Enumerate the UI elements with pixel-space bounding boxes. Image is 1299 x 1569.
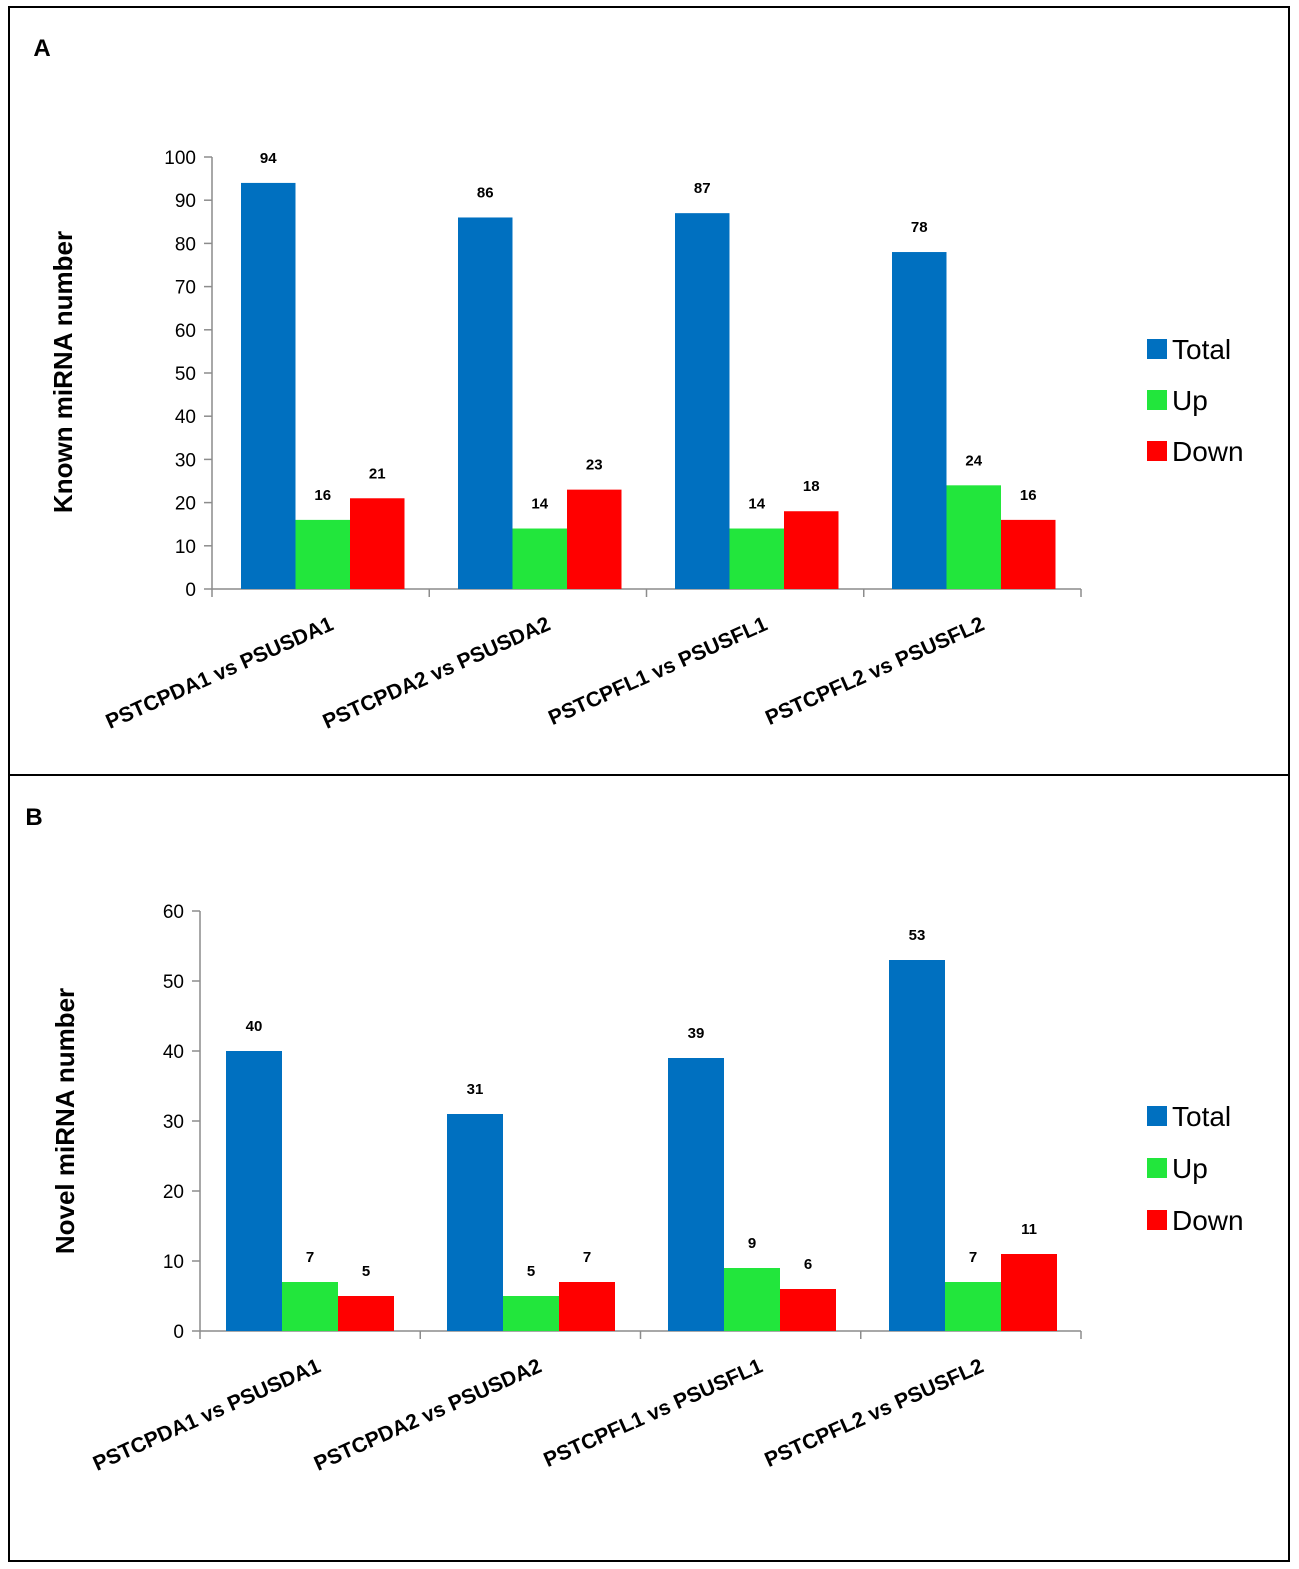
data-label: 23 xyxy=(586,457,603,474)
y-tick-label: 10 xyxy=(163,1252,184,1273)
data-label: 7 xyxy=(969,1249,977,1266)
data-label: 86 xyxy=(477,184,494,201)
bar-total xyxy=(889,960,945,1331)
bar-down xyxy=(559,1282,615,1331)
data-label: 53 xyxy=(909,927,926,944)
bar-up xyxy=(945,1282,1001,1331)
bar-up xyxy=(946,485,1001,589)
bar-up xyxy=(282,1282,338,1331)
legend-swatch-total xyxy=(1147,339,1167,359)
legend-label-up: Up xyxy=(1172,1153,1208,1184)
data-label: 14 xyxy=(748,496,765,513)
bar-down xyxy=(1001,1254,1057,1331)
legend-swatch-down xyxy=(1147,441,1167,461)
bar-down xyxy=(567,489,622,589)
bar-up xyxy=(503,1296,559,1331)
y-tick-label: 90 xyxy=(175,191,196,212)
bar-up xyxy=(295,519,350,589)
legend-label-down: Down xyxy=(1172,1205,1244,1236)
panel-label: A xyxy=(33,35,50,62)
data-label: 18 xyxy=(803,478,820,495)
bar-down xyxy=(780,1289,836,1331)
data-label: 11 xyxy=(1021,1221,1037,1238)
y-tick-label: 80 xyxy=(175,234,196,255)
y-axis-title: Known miRNA number xyxy=(48,231,78,513)
data-label: 7 xyxy=(306,1249,314,1266)
y-tick-label: 10 xyxy=(175,537,196,558)
y-tick-label: 50 xyxy=(175,364,196,385)
legend-label-up: Up xyxy=(1172,385,1208,416)
legend-swatch-up xyxy=(1147,390,1167,410)
legend-swatch-down xyxy=(1147,1210,1167,1230)
data-label: 7 xyxy=(583,1249,591,1266)
data-label: 16 xyxy=(1020,487,1037,504)
y-tick-label: 70 xyxy=(175,278,196,299)
bar-total xyxy=(458,217,513,590)
data-label: 31 xyxy=(467,1081,484,1098)
y-axis-title: Novel miRNA number xyxy=(50,988,80,1254)
bar-total xyxy=(241,182,296,590)
y-tick-label: 30 xyxy=(163,1112,184,1133)
data-label: 40 xyxy=(246,1018,263,1035)
bar-down xyxy=(338,1296,394,1331)
panel-b-frame xyxy=(8,774,1290,1562)
data-label: 21 xyxy=(369,465,386,482)
legend-swatch-up xyxy=(1147,1158,1167,1178)
bar-total xyxy=(892,252,947,590)
data-label: 5 xyxy=(527,1263,535,1280)
y-tick-label: 60 xyxy=(175,321,196,342)
y-tick-label: 100 xyxy=(164,148,196,169)
legend-label-total: Total xyxy=(1172,334,1231,365)
legend-label-down: Down xyxy=(1172,436,1244,467)
bar-up xyxy=(724,1268,780,1331)
bar-total xyxy=(226,1051,282,1331)
y-tick-label: 30 xyxy=(175,450,196,471)
bar-down xyxy=(350,498,405,589)
data-label: 16 xyxy=(314,487,331,504)
data-label: 78 xyxy=(911,219,928,236)
data-label: 14 xyxy=(531,496,548,513)
y-tick-label: 50 xyxy=(163,972,184,993)
data-label: 39 xyxy=(688,1025,705,1042)
legend-label-total: Total xyxy=(1172,1101,1231,1132)
y-tick-label: 20 xyxy=(175,494,196,515)
y-tick-label: 40 xyxy=(163,1042,184,1063)
data-label: 9 xyxy=(748,1235,756,1252)
bar-total xyxy=(447,1114,503,1331)
y-tick-label: 0 xyxy=(173,1322,184,1343)
bar-up xyxy=(729,528,784,589)
data-label: 5 xyxy=(362,1263,370,1280)
data-label: 94 xyxy=(260,150,277,167)
bar-total xyxy=(668,1058,724,1331)
bar-down xyxy=(1001,519,1056,589)
data-label: 6 xyxy=(804,1256,812,1273)
y-tick-label: 20 xyxy=(163,1182,184,1203)
bar-down xyxy=(784,511,839,589)
bar-up xyxy=(512,528,567,589)
data-label: 87 xyxy=(694,180,711,197)
panel-label: B xyxy=(25,804,42,831)
y-tick-label: 40 xyxy=(175,407,196,428)
y-tick-label: 0 xyxy=(185,580,196,601)
y-tick-label: 60 xyxy=(163,902,184,923)
bar-total xyxy=(675,213,730,589)
legend-swatch-total xyxy=(1147,1106,1167,1126)
data-label: 24 xyxy=(965,452,982,469)
